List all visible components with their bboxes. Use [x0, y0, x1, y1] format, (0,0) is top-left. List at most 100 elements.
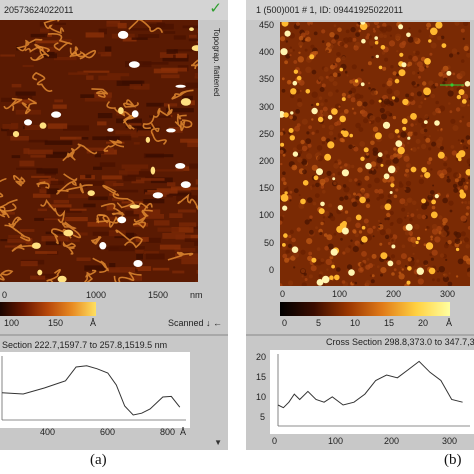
afm-b-texture — [424, 228, 427, 231]
afm-a-texture — [106, 204, 115, 211]
panel-a: 20573624022011 ✓ Topograp. flattened 0 1… — [0, 0, 228, 450]
afm-b-texture — [368, 87, 371, 90]
afm-a-particle — [180, 98, 191, 106]
afm-b-grain — [415, 240, 419, 245]
afm-b-texture — [461, 201, 464, 204]
afm-topography-b — [280, 22, 470, 286]
afm-b-texture — [286, 79, 292, 85]
z-tick-b-3: 15 — [384, 318, 395, 328]
afm-b-texture — [325, 258, 332, 266]
check-icon[interactable]: ✓ — [209, 0, 222, 17]
afm-b-texture — [442, 275, 449, 283]
afm-a-texture — [121, 164, 149, 169]
afm-b-texture — [280, 283, 283, 286]
afm-b-texture — [353, 192, 356, 196]
afm-a-texture — [86, 75, 94, 80]
scan-status: Scanned ↓ ← — [168, 318, 223, 328]
afm-a-fibril — [96, 214, 119, 228]
afm-b-texture — [384, 57, 389, 62]
afm-b-texture — [375, 116, 382, 123]
afm-b-texture — [429, 52, 433, 56]
afm-b-grain — [288, 128, 294, 133]
afm-a-particle — [51, 111, 62, 118]
afm-b-texture — [377, 224, 384, 230]
profile-plot-b — [270, 350, 474, 434]
afm-a-texture — [84, 97, 112, 102]
afm-b-grain — [282, 205, 288, 211]
afm-b-grain — [283, 112, 289, 118]
afm-b-texture — [309, 24, 312, 27]
afm-b-texture — [307, 143, 312, 148]
z-tick-a-1: 150 — [48, 318, 64, 328]
afm-a-fibril — [180, 119, 193, 132]
afm-b-grain — [410, 166, 417, 173]
afm-b-texture — [380, 273, 383, 277]
afm-b-texture — [395, 170, 398, 173]
afm-b-texture — [291, 115, 297, 121]
afm-a-texture — [101, 175, 122, 180]
afm-b-texture — [282, 214, 285, 218]
afm-b-texture — [308, 125, 312, 130]
afm-b-texture — [321, 29, 326, 34]
afm-b-texture — [298, 194, 301, 197]
afm-a-fibril — [150, 123, 167, 145]
afm-b-texture — [326, 42, 331, 48]
profile-x-tick-a-0: 400 — [40, 427, 56, 437]
afm-b-texture — [442, 73, 448, 79]
afm-b-texture — [356, 202, 359, 206]
scroll-arrow-icon[interactable]: ▼ — [214, 438, 222, 447]
afm-b-grain — [423, 87, 431, 96]
afm-b-grain — [280, 111, 285, 118]
afm-b-texture — [320, 221, 324, 226]
afm-b-texture — [385, 110, 391, 116]
afm-b-grain — [290, 111, 294, 115]
afm-a-texture — [92, 136, 120, 141]
z-tick-b-2: 10 — [350, 318, 361, 328]
afm-b-texture — [351, 107, 355, 110]
afm-a-texture — [32, 193, 51, 198]
afm-b-texture — [308, 255, 312, 258]
afm-b-texture — [289, 190, 293, 194]
afm-b-texture — [356, 243, 361, 247]
afm-b-texture — [285, 250, 290, 254]
afm-a-texture — [195, 280, 198, 282]
afm-a-particle — [133, 260, 143, 267]
afm-b-texture — [325, 49, 329, 53]
caption-b: (b) — [444, 452, 462, 468]
afm-image-a — [0, 20, 198, 282]
afm-b-texture — [408, 55, 413, 60]
afm-a-texture — [10, 136, 29, 141]
afm-a-texture — [147, 190, 160, 193]
afm-b-grain — [342, 130, 349, 138]
afm-b-texture — [329, 32, 335, 38]
afm-b-texture — [439, 173, 445, 179]
afm-b-texture — [369, 99, 375, 105]
afm-b-grain — [406, 32, 411, 38]
afm-b-texture — [451, 150, 457, 156]
afm-b-texture — [380, 26, 388, 33]
afm-b-texture — [407, 257, 412, 262]
afm-b-texture — [411, 147, 417, 152]
afm-b-texture — [415, 50, 420, 56]
afm-b-grain — [305, 89, 311, 94]
afm-b-texture — [315, 129, 320, 134]
afm-a-texture — [45, 152, 69, 158]
afm-a-fibril — [141, 202, 153, 217]
afm-b-texture — [380, 113, 388, 120]
afm-b-texture — [316, 247, 321, 252]
afm-b-texture — [309, 218, 312, 222]
afm-b-texture — [445, 258, 448, 261]
afm-b-texture — [404, 230, 410, 236]
afm-b-texture — [298, 202, 305, 209]
afm-b-texture — [347, 37, 353, 43]
afm-b-texture — [397, 135, 401, 138]
afm-b-texture — [344, 163, 348, 167]
afm-a-texture — [165, 108, 194, 113]
afm-b-texture — [401, 244, 406, 249]
afm-b-texture — [418, 65, 425, 72]
afm-b-texture — [328, 124, 334, 131]
afm-a-texture — [145, 253, 165, 260]
afm-b-texture — [337, 27, 342, 33]
afm-a-texture — [44, 140, 73, 145]
afm-b-texture — [339, 41, 344, 47]
